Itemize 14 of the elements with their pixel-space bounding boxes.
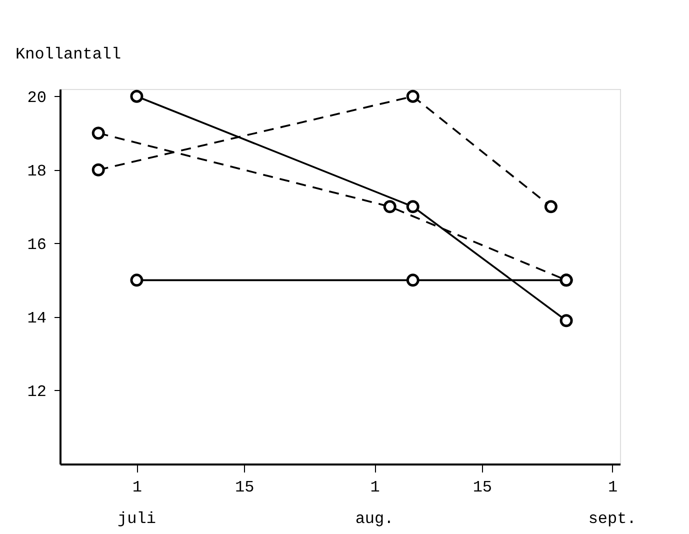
y-tick-label: 12 [27, 382, 46, 401]
y-tick-label: 16 [27, 236, 46, 254]
x2-tick-label: sept. [588, 510, 636, 528]
x2-tick-label: aug. [355, 510, 394, 528]
y-axis-title: Knollantall [16, 46, 122, 64]
x2-tick-label: juli [118, 510, 156, 528]
x-tick-label: 15 [472, 478, 492, 496]
y-tick-label: 18 [27, 162, 46, 180]
x-tick-label: 1 [608, 478, 618, 496]
x-tick-label: 1 [370, 478, 380, 496]
y-tick-label: 20 [27, 88, 46, 107]
x-tick-label: 15 [235, 478, 254, 496]
x-tick-label: 1 [132, 478, 142, 496]
y-tick-label: 14 [27, 309, 46, 328]
